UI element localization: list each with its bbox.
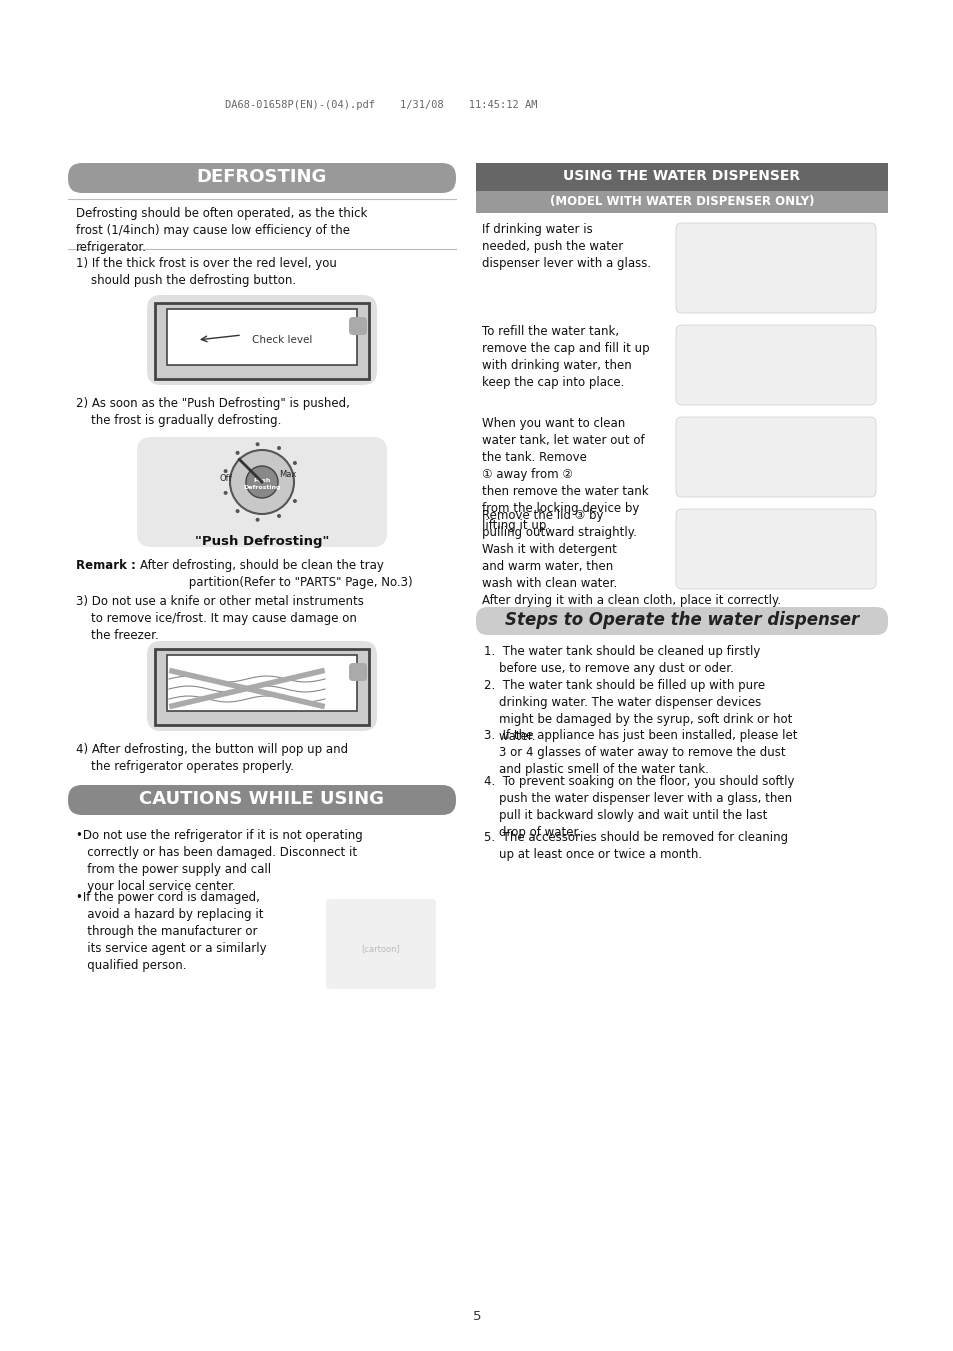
Circle shape [276, 513, 281, 517]
Text: After defrosting, should be clean the tray
             partition(Refer to "PART: After defrosting, should be clean the tr… [140, 559, 413, 589]
Bar [167, 655, 356, 711]
FancyBboxPatch shape [68, 785, 456, 815]
FancyBboxPatch shape [147, 640, 376, 731]
Bar [154, 303, 369, 380]
Circle shape [235, 451, 239, 455]
Text: To refill the water tank,
remove the cap and fill it up
with drinking water, the: To refill the water tank, remove the cap… [481, 326, 649, 389]
Text: Remove the lid ③ by
pulling outward straightly.
Wash it with detergent
and warm : Remove the lid ③ by pulling outward stra… [481, 509, 781, 607]
Text: 4) After defrosting, the button will pop up and
    the refrigerator operates pr: 4) After defrosting, the button will pop… [76, 743, 348, 773]
FancyBboxPatch shape [137, 436, 387, 547]
Text: "Push Defrosting": "Push Defrosting" [194, 535, 329, 549]
Text: DA68-01658P(EN)-(04).pdf    1/31/08    11:45:12 AM: DA68-01658P(EN)-(04).pdf 1/31/08 11:45:1… [225, 100, 537, 109]
Text: 5: 5 [473, 1310, 480, 1323]
Text: 3.  If the appliance has just been installed, please let
    3 or 4 glasses of w: 3. If the appliance has just been instal… [483, 730, 797, 775]
Text: 5.  The accessories should be removed for cleaning
    up at least once or twice: 5. The accessories should be removed for… [483, 831, 787, 861]
FancyBboxPatch shape [676, 509, 875, 589]
Text: 2) As soon as the "Push Defrosting" is pushed,
    the frost is gradually defros: 2) As soon as the "Push Defrosting" is p… [76, 397, 350, 427]
FancyBboxPatch shape [476, 163, 887, 190]
Circle shape [230, 450, 294, 513]
FancyBboxPatch shape [147, 295, 376, 385]
Text: USING THE WATER DISPENSER: USING THE WATER DISPENSER [563, 169, 800, 182]
Text: If drinking water is
needed, push the water
dispenser lever with a glass.: If drinking water is needed, push the wa… [481, 223, 651, 270]
Text: [cartoon]: [cartoon] [361, 944, 400, 954]
Bar [167, 309, 356, 365]
Text: Off: Off [219, 474, 233, 484]
Circle shape [235, 509, 239, 513]
FancyBboxPatch shape [349, 663, 367, 681]
FancyBboxPatch shape [68, 163, 456, 193]
FancyBboxPatch shape [326, 898, 436, 989]
Text: Steps to Operate the water dispenser: Steps to Operate the water dispenser [504, 611, 859, 630]
Circle shape [255, 517, 259, 521]
Text: Push
Defrosting: Push Defrosting [243, 478, 280, 489]
Text: 1.  The water tank should be cleaned up firstly
    before use, to remove any du: 1. The water tank should be cleaned up f… [483, 644, 760, 676]
Circle shape [255, 442, 259, 446]
FancyBboxPatch shape [676, 417, 875, 497]
Circle shape [246, 466, 277, 499]
Circle shape [293, 461, 296, 465]
Circle shape [223, 490, 228, 494]
Text: Check level: Check level [252, 335, 312, 345]
Text: Defrosting should be often operated, as the thick
frost (1/4inch) may cause low : Defrosting should be often operated, as … [76, 207, 367, 254]
Text: Remark :: Remark : [76, 559, 135, 571]
FancyBboxPatch shape [676, 326, 875, 405]
Text: Max: Max [279, 470, 296, 480]
Text: •Do not use the refrigerator if it is not operating
   correctly or has been dam: •Do not use the refrigerator if it is no… [76, 830, 362, 893]
Text: When you want to clean
water tank, let water out of
the tank. Remove
① away from: When you want to clean water tank, let w… [481, 417, 648, 532]
FancyBboxPatch shape [476, 190, 887, 213]
Text: 3) Do not use a knife or other metal instruments
    to remove ice/frost. It may: 3) Do not use a knife or other metal ins… [76, 594, 363, 642]
Bar [154, 648, 369, 725]
Text: DEFROSTING: DEFROSTING [196, 168, 327, 186]
Circle shape [223, 469, 228, 473]
Text: CAUTIONS WHILE USING: CAUTIONS WHILE USING [139, 790, 384, 808]
Circle shape [276, 446, 281, 450]
Text: •If the power cord is damaged,
   avoid a hazard by replacing it
   through the : •If the power cord is damaged, avoid a h… [76, 892, 266, 971]
Text: (MODEL WITH WATER DISPENSER ONLY): (MODEL WITH WATER DISPENSER ONLY) [549, 195, 814, 208]
FancyBboxPatch shape [476, 607, 887, 635]
Circle shape [293, 499, 296, 503]
FancyBboxPatch shape [676, 223, 875, 313]
Text: 1) If the thick frost is over the red level, you
    should push the defrosting : 1) If the thick frost is over the red le… [76, 257, 336, 286]
FancyBboxPatch shape [349, 317, 367, 335]
Text: 4.  To prevent soaking on the floor, you should softly
    push the water dispen: 4. To prevent soaking on the floor, you … [483, 775, 794, 839]
Text: 2.  The water tank should be filled up with pure
    drinking water. The water d: 2. The water tank should be filled up wi… [483, 680, 792, 743]
